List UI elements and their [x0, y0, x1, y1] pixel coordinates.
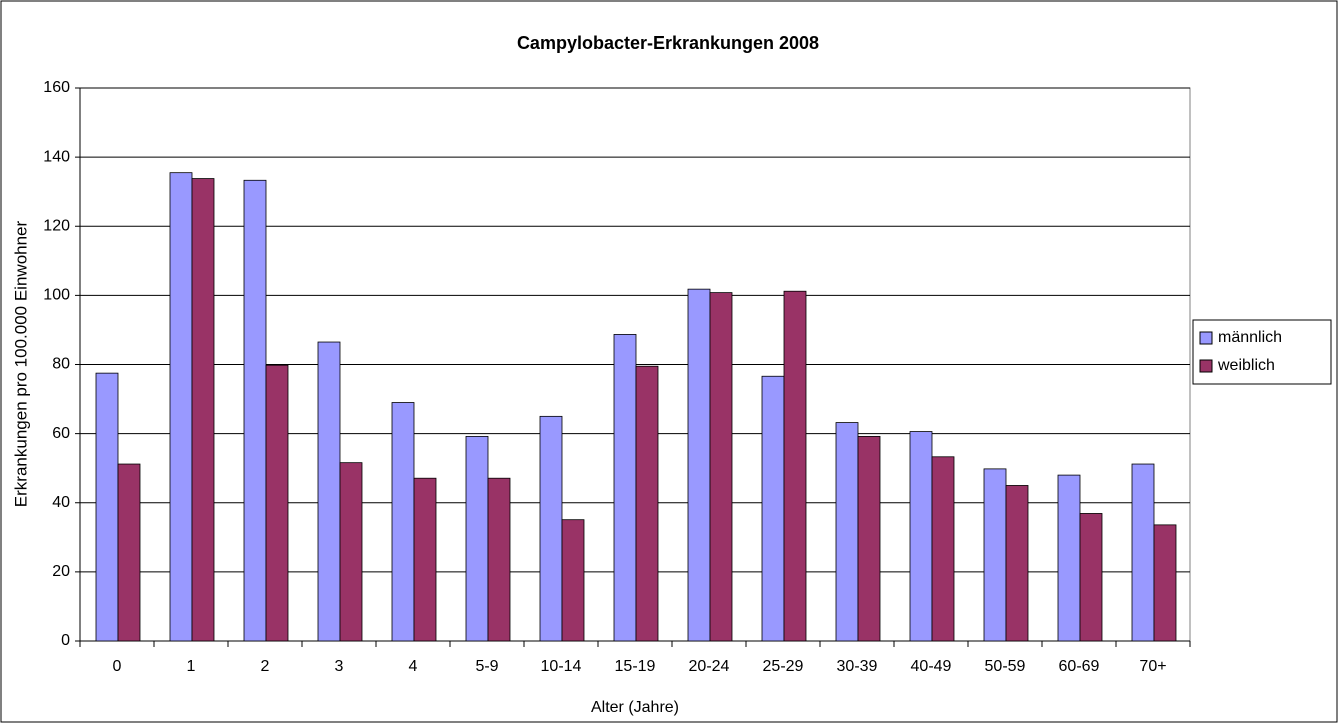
x-tick-label: 3	[335, 658, 344, 675]
bar	[265, 364, 289, 642]
bar	[243, 179, 267, 642]
x-tick-label: 4	[409, 658, 418, 675]
y-tick-label: 160	[43, 79, 70, 96]
x-tick-label: 25-29	[763, 658, 804, 675]
bar	[1005, 485, 1029, 642]
bar	[1131, 463, 1155, 642]
bar	[339, 462, 363, 642]
y-tick-label: 100	[43, 287, 70, 304]
bar	[117, 463, 141, 642]
legend-label: männlich	[1218, 329, 1282, 346]
bar	[709, 292, 733, 642]
y-axis-label: Erkrankungen pro 100.000 Einwohner	[11, 220, 30, 507]
bar	[539, 415, 563, 642]
y-tick-label: 60	[52, 425, 70, 442]
legend-label: weiblich	[1217, 357, 1275, 374]
x-tick-label: 70+	[1139, 658, 1166, 675]
bar	[1057, 474, 1081, 642]
y-tick-label: 80	[52, 356, 70, 373]
bar	[931, 456, 955, 642]
legend-swatch	[1199, 359, 1213, 373]
x-tick-label: 30-39	[837, 658, 878, 675]
x-tick-label: 60-69	[1059, 658, 1100, 675]
x-tick-label: 0	[113, 658, 122, 675]
x-tick-label: 2	[261, 658, 270, 675]
bar	[1079, 513, 1103, 642]
chart-title: Campylobacter-Erkrankungen 2008	[517, 33, 819, 53]
bar	[465, 435, 489, 642]
x-tick-label: 50-59	[985, 658, 1026, 675]
bar	[687, 288, 711, 642]
bar	[857, 435, 881, 642]
x-tick-label: 10-14	[541, 658, 582, 675]
x-tick-label: 5-9	[475, 658, 498, 675]
bar	[835, 422, 859, 642]
bar	[909, 431, 933, 642]
y-tick-label: 40	[52, 494, 70, 511]
bar	[983, 468, 1007, 642]
x-tick-label: 1	[187, 658, 196, 675]
y-tick-label: 120	[43, 217, 70, 234]
y-tick-label: 140	[43, 148, 70, 165]
bar	[487, 477, 511, 642]
bar	[169, 172, 193, 642]
bar	[561, 519, 585, 642]
bar	[1153, 524, 1177, 642]
bar	[783, 290, 807, 642]
x-tick-label: 40-49	[911, 658, 952, 675]
bar	[413, 477, 437, 642]
bar	[635, 365, 659, 642]
bar	[191, 178, 215, 642]
bar	[761, 375, 785, 642]
x-tick-label: 20-24	[689, 658, 730, 675]
bar	[613, 334, 637, 642]
bar	[95, 372, 119, 642]
legend	[1192, 319, 1332, 385]
bar	[317, 341, 341, 642]
x-tick-label: 15-19	[615, 658, 656, 675]
x-axis-label: Alter (Jahre)	[591, 699, 679, 716]
y-tick-label: 0	[61, 632, 70, 649]
y-tick-label: 20	[52, 563, 70, 580]
bar	[391, 402, 415, 642]
legend-swatch	[1199, 331, 1213, 345]
